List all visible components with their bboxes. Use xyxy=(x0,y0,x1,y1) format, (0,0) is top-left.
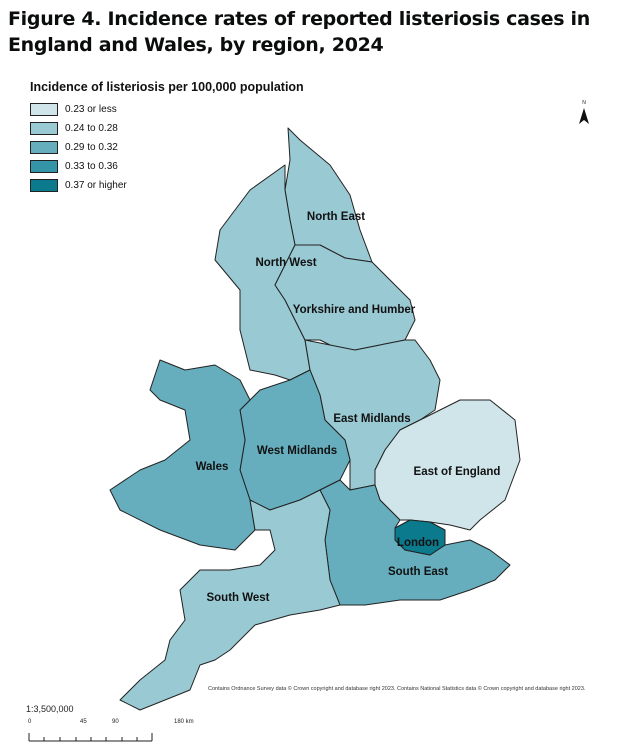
legend-label: 0.33 to 0.36 xyxy=(65,161,118,172)
legend-title: Incidence of listeriosis per 100,000 pop… xyxy=(30,80,304,94)
scale-bar: 1:3,500,000 0 45 90 180 km xyxy=(26,704,226,749)
region-east-of-england xyxy=(374,399,521,531)
legend-swatch xyxy=(30,179,58,192)
region-label: West Midlands xyxy=(257,445,337,457)
legend-label: 0.23 or less xyxy=(65,104,117,115)
legend-label: 0.37 or higher xyxy=(65,180,127,191)
region-north-east xyxy=(284,127,373,263)
figure-title: Figure 4. Incidence rates of reported li… xyxy=(8,8,591,56)
region-label: Wales xyxy=(196,461,229,473)
scale-line xyxy=(28,733,153,742)
legend: Incidence of listeriosis per 100,000 pop… xyxy=(30,80,304,195)
region-wales xyxy=(109,359,256,551)
region-label: North East xyxy=(307,211,365,223)
region-label: South East xyxy=(388,566,448,578)
scale-tick-label: 90 xyxy=(112,719,119,725)
region-label: North West xyxy=(255,257,316,269)
legend-label: 0.29 to 0.32 xyxy=(65,142,118,153)
scale-tick-label: 0 xyxy=(28,719,32,725)
region-label: London xyxy=(397,537,439,549)
north-label: N xyxy=(582,100,586,106)
copyright-credit: Contains Ordnance Survey data © Crown co… xyxy=(208,686,586,692)
legend-item: 0.33 to 0.36 xyxy=(30,157,304,176)
scale-tick-label: 45 xyxy=(80,719,87,725)
scale-tick-label: 180 km xyxy=(174,719,194,725)
legend-item: 0.37 or higher xyxy=(30,176,304,195)
legend-label: 0.24 to 0.28 xyxy=(65,123,118,134)
legend-swatch xyxy=(30,141,58,154)
legend-swatch xyxy=(30,103,58,116)
north-arrow-icon: N xyxy=(579,100,589,124)
legend-item: 0.23 or less xyxy=(30,100,304,119)
legend-swatch xyxy=(30,160,58,173)
legend-item: 0.29 to 0.32 xyxy=(30,138,304,157)
region-london xyxy=(394,519,446,556)
region-south-west xyxy=(119,489,341,711)
region-label: Yorkshire and Humber xyxy=(293,304,416,316)
region-label: East Midlands xyxy=(333,413,410,425)
region-label: South West xyxy=(206,592,269,604)
scale-ratio: 1:3,500,000 xyxy=(26,704,74,714)
region-label: East of England xyxy=(414,466,501,478)
legend-item: 0.24 to 0.28 xyxy=(30,119,304,138)
legend-swatch xyxy=(30,122,58,135)
